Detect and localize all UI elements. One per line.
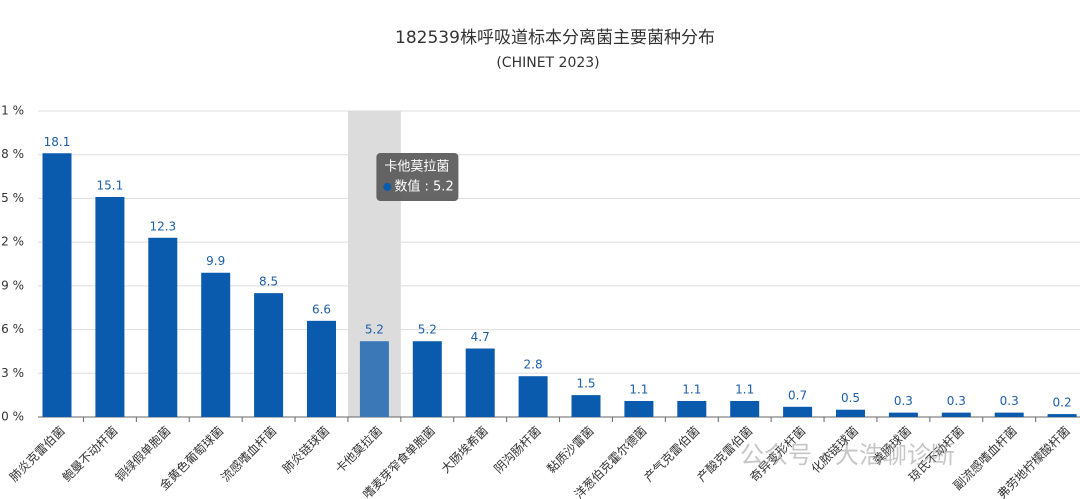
- value-label: 1.5: [576, 377, 595, 391]
- value-label: 1.1: [682, 382, 701, 396]
- bar: [465, 348, 495, 417]
- bar: [836, 409, 865, 417]
- bar: [888, 412, 918, 417]
- bar: [518, 376, 548, 417]
- chart-subtitle: (CHINET 2023): [496, 55, 599, 71]
- y-tick-label: 21 %: [0, 104, 24, 118]
- value-label: 0.2: [1053, 396, 1072, 410]
- bar: [359, 341, 389, 417]
- x-tick-label: 肺炎链球菌: [279, 423, 332, 476]
- chart-title: 182539株呼吸道标本分离菌主要菌种分布: [395, 28, 715, 48]
- bar: [95, 196, 125, 417]
- y-tick-label: 18 %: [0, 147, 24, 161]
- watermark: 公众号 · 大浩聊诊断: [740, 441, 955, 469]
- value-label: 4.7: [471, 330, 490, 344]
- bar: [148, 237, 178, 417]
- value-label: 8.5: [259, 275, 278, 289]
- bar: [42, 153, 72, 417]
- bar: [201, 272, 231, 417]
- y-tick-label: 12 %: [0, 235, 24, 249]
- x-tick-label: 流感嗜血杆菌: [218, 423, 280, 485]
- value-label: 2.8: [524, 358, 543, 372]
- bar: [254, 293, 284, 417]
- bar: [941, 412, 971, 417]
- value-label: 15.1: [97, 178, 124, 192]
- bar: [412, 341, 442, 417]
- tooltip-box: [376, 153, 459, 201]
- value-label: 0.3: [947, 394, 966, 408]
- value-label: 1.1: [629, 382, 648, 396]
- y-tick-label: 6 %: [1, 322, 24, 336]
- bar: [994, 412, 1024, 417]
- x-tick-label: 大肠埃希菌: [438, 423, 491, 476]
- x-tick-label: 肺炎克雷伯菌: [6, 423, 68, 485]
- value-label: 1.1: [735, 382, 754, 396]
- value-label: 5.2: [365, 323, 384, 337]
- value-label: 12.3: [149, 219, 176, 233]
- value-label: 18.1: [44, 135, 71, 149]
- value-label: 0.3: [1000, 394, 1019, 408]
- y-tick-label: 9 %: [1, 278, 24, 292]
- x-tick-label: 卡他莫拉菌: [332, 423, 385, 476]
- bar: [1047, 414, 1077, 417]
- value-label: 5.2: [418, 323, 437, 337]
- y-tick-label: 15 %: [0, 191, 24, 205]
- x-tick-label: 鲍曼不动杆菌: [60, 424, 121, 485]
- y-tick-label: 3 %: [1, 366, 24, 380]
- value-label: 9.9: [206, 254, 225, 268]
- x-tick-label: 阴沟肠杆菌: [491, 424, 543, 476]
- value-label: 0.3: [894, 394, 913, 408]
- bar: [307, 320, 336, 417]
- value-label: 0.5: [841, 391, 860, 405]
- x-tick-label: 产气克雷伯菌: [641, 423, 703, 485]
- bar: [571, 395, 601, 417]
- bar: [783, 406, 813, 417]
- x-tick-label: 黏质沙雷菌: [544, 424, 596, 476]
- tooltip-value: 数值 : 5.2: [394, 179, 453, 195]
- y-tick-label: 0 %: [1, 410, 24, 424]
- bar: [677, 400, 707, 417]
- value-label: 0.7: [788, 388, 807, 402]
- bar: [730, 400, 760, 417]
- bar: [624, 400, 654, 417]
- tooltip-dot: [383, 183, 392, 191]
- value-label: 6.6: [312, 302, 331, 316]
- tooltip-title: 卡他莫拉菌: [384, 160, 449, 175]
